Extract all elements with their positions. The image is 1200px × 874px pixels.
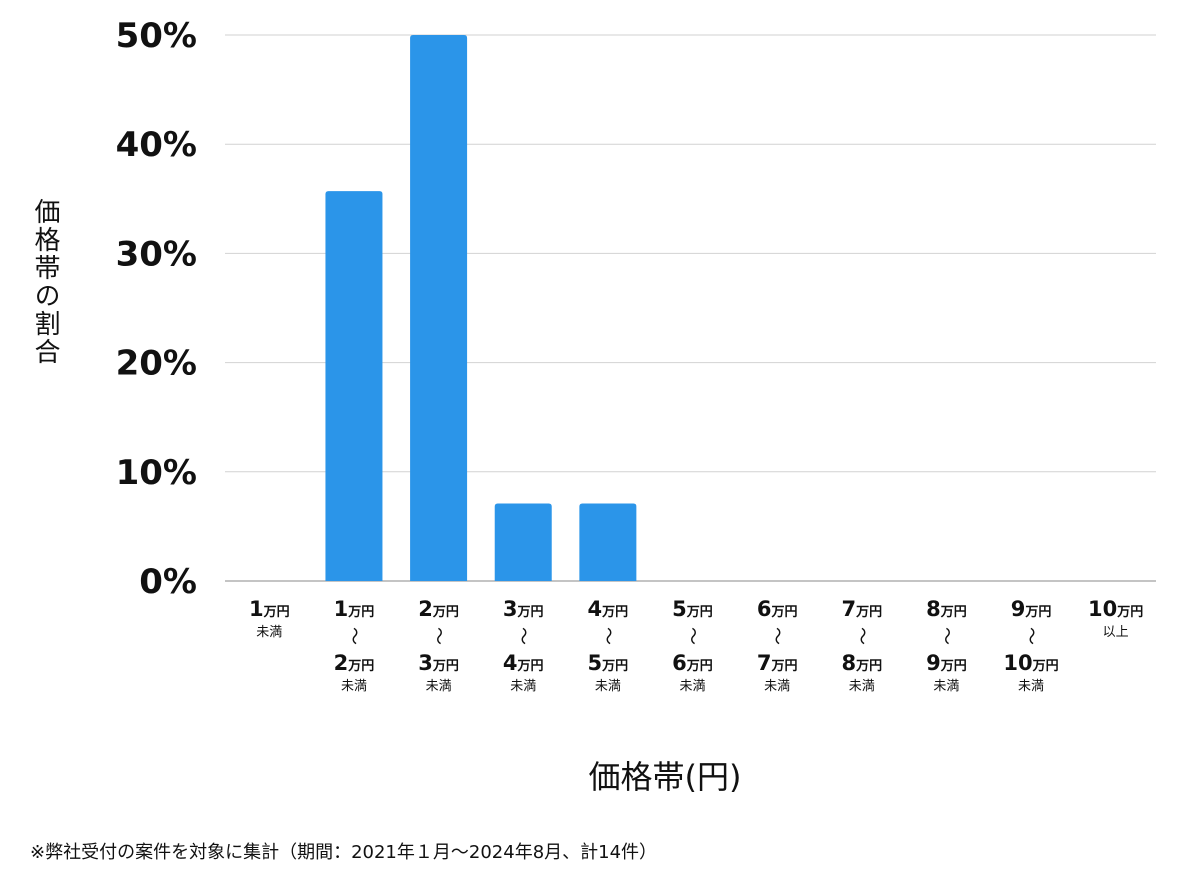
category-label-from: 7万円 xyxy=(841,597,882,621)
category-range-symbol: 〜 xyxy=(682,627,703,645)
category-label-to: 10万円 xyxy=(1003,651,1058,675)
category-note: 未満 xyxy=(679,679,705,694)
category-label-from: 9万円 xyxy=(1011,597,1052,621)
category-label-to: 7万円 xyxy=(757,651,798,675)
category-label-to: 9万円 xyxy=(926,651,967,675)
bar xyxy=(410,35,468,581)
category-range-symbol: 〜 xyxy=(343,627,364,645)
y-tick-label: 0% xyxy=(139,562,197,602)
category-note: 未満 xyxy=(426,679,452,694)
y-axis-label: 価格帯の割合 xyxy=(30,198,60,366)
category-label-to: 5万円 xyxy=(588,651,629,675)
category-label-from: 8万円 xyxy=(926,597,967,621)
category-note: 未満 xyxy=(764,679,790,694)
y-tick-label: 40% xyxy=(116,125,197,165)
y-tick-labels: 0% 10% 20% 30% 40% 50% xyxy=(116,16,197,602)
bars xyxy=(325,35,637,581)
category-note: 未満 xyxy=(510,679,536,694)
bar xyxy=(325,191,383,581)
category-note: 以上 xyxy=(1103,625,1129,640)
category-label-from: 10万円 xyxy=(1088,597,1143,621)
category-range-symbol: 〜 xyxy=(935,627,956,645)
bar xyxy=(579,503,637,581)
category-range-symbol: 〜 xyxy=(428,627,449,645)
category-note: 未満 xyxy=(341,679,367,694)
category-label-from: 1万円 xyxy=(334,597,375,621)
category-label-to: 6万円 xyxy=(672,651,713,675)
y-tick-label: 30% xyxy=(116,234,197,274)
category-label-to: 2万円 xyxy=(334,651,375,675)
category-label-from: 1万円 xyxy=(249,597,290,621)
bar xyxy=(494,503,552,581)
y-tick-label: 20% xyxy=(116,344,197,384)
category-note: 未満 xyxy=(849,679,875,694)
category-label-from: 3万円 xyxy=(503,597,544,621)
category-range-symbol: 〜 xyxy=(512,627,533,645)
y-tick-label: 10% xyxy=(116,453,197,493)
category-note: 未満 xyxy=(1018,679,1044,694)
category-label-from: 5万円 xyxy=(672,597,713,621)
footnote: ※弊社受付の案件を対象に集計（期間：2021年１月〜2024年8月、計14件） xyxy=(30,842,658,863)
x-category-labels: 1万円未満1万円〜2万円未満2万円〜3万円未満3万円〜4万円未満4万円〜5万円未… xyxy=(249,597,1143,694)
y-tick-label: 50% xyxy=(116,16,197,56)
category-label-from: 6万円 xyxy=(757,597,798,621)
category-label-to: 3万円 xyxy=(418,651,459,675)
category-label-to: 4万円 xyxy=(503,651,544,675)
category-label-to: 8万円 xyxy=(841,651,882,675)
category-note: 未満 xyxy=(256,625,282,640)
category-note: 未満 xyxy=(595,679,621,694)
category-range-symbol: 〜 xyxy=(851,627,872,645)
category-label-from: 2万円 xyxy=(418,597,459,621)
category-range-symbol: 〜 xyxy=(1020,627,1041,645)
x-axis-label: 価格帯(円) xyxy=(588,758,742,796)
category-label-from: 4万円 xyxy=(588,597,629,621)
category-range-symbol: 〜 xyxy=(766,627,787,645)
category-note: 未満 xyxy=(933,679,959,694)
category-range-symbol: 〜 xyxy=(597,627,618,645)
